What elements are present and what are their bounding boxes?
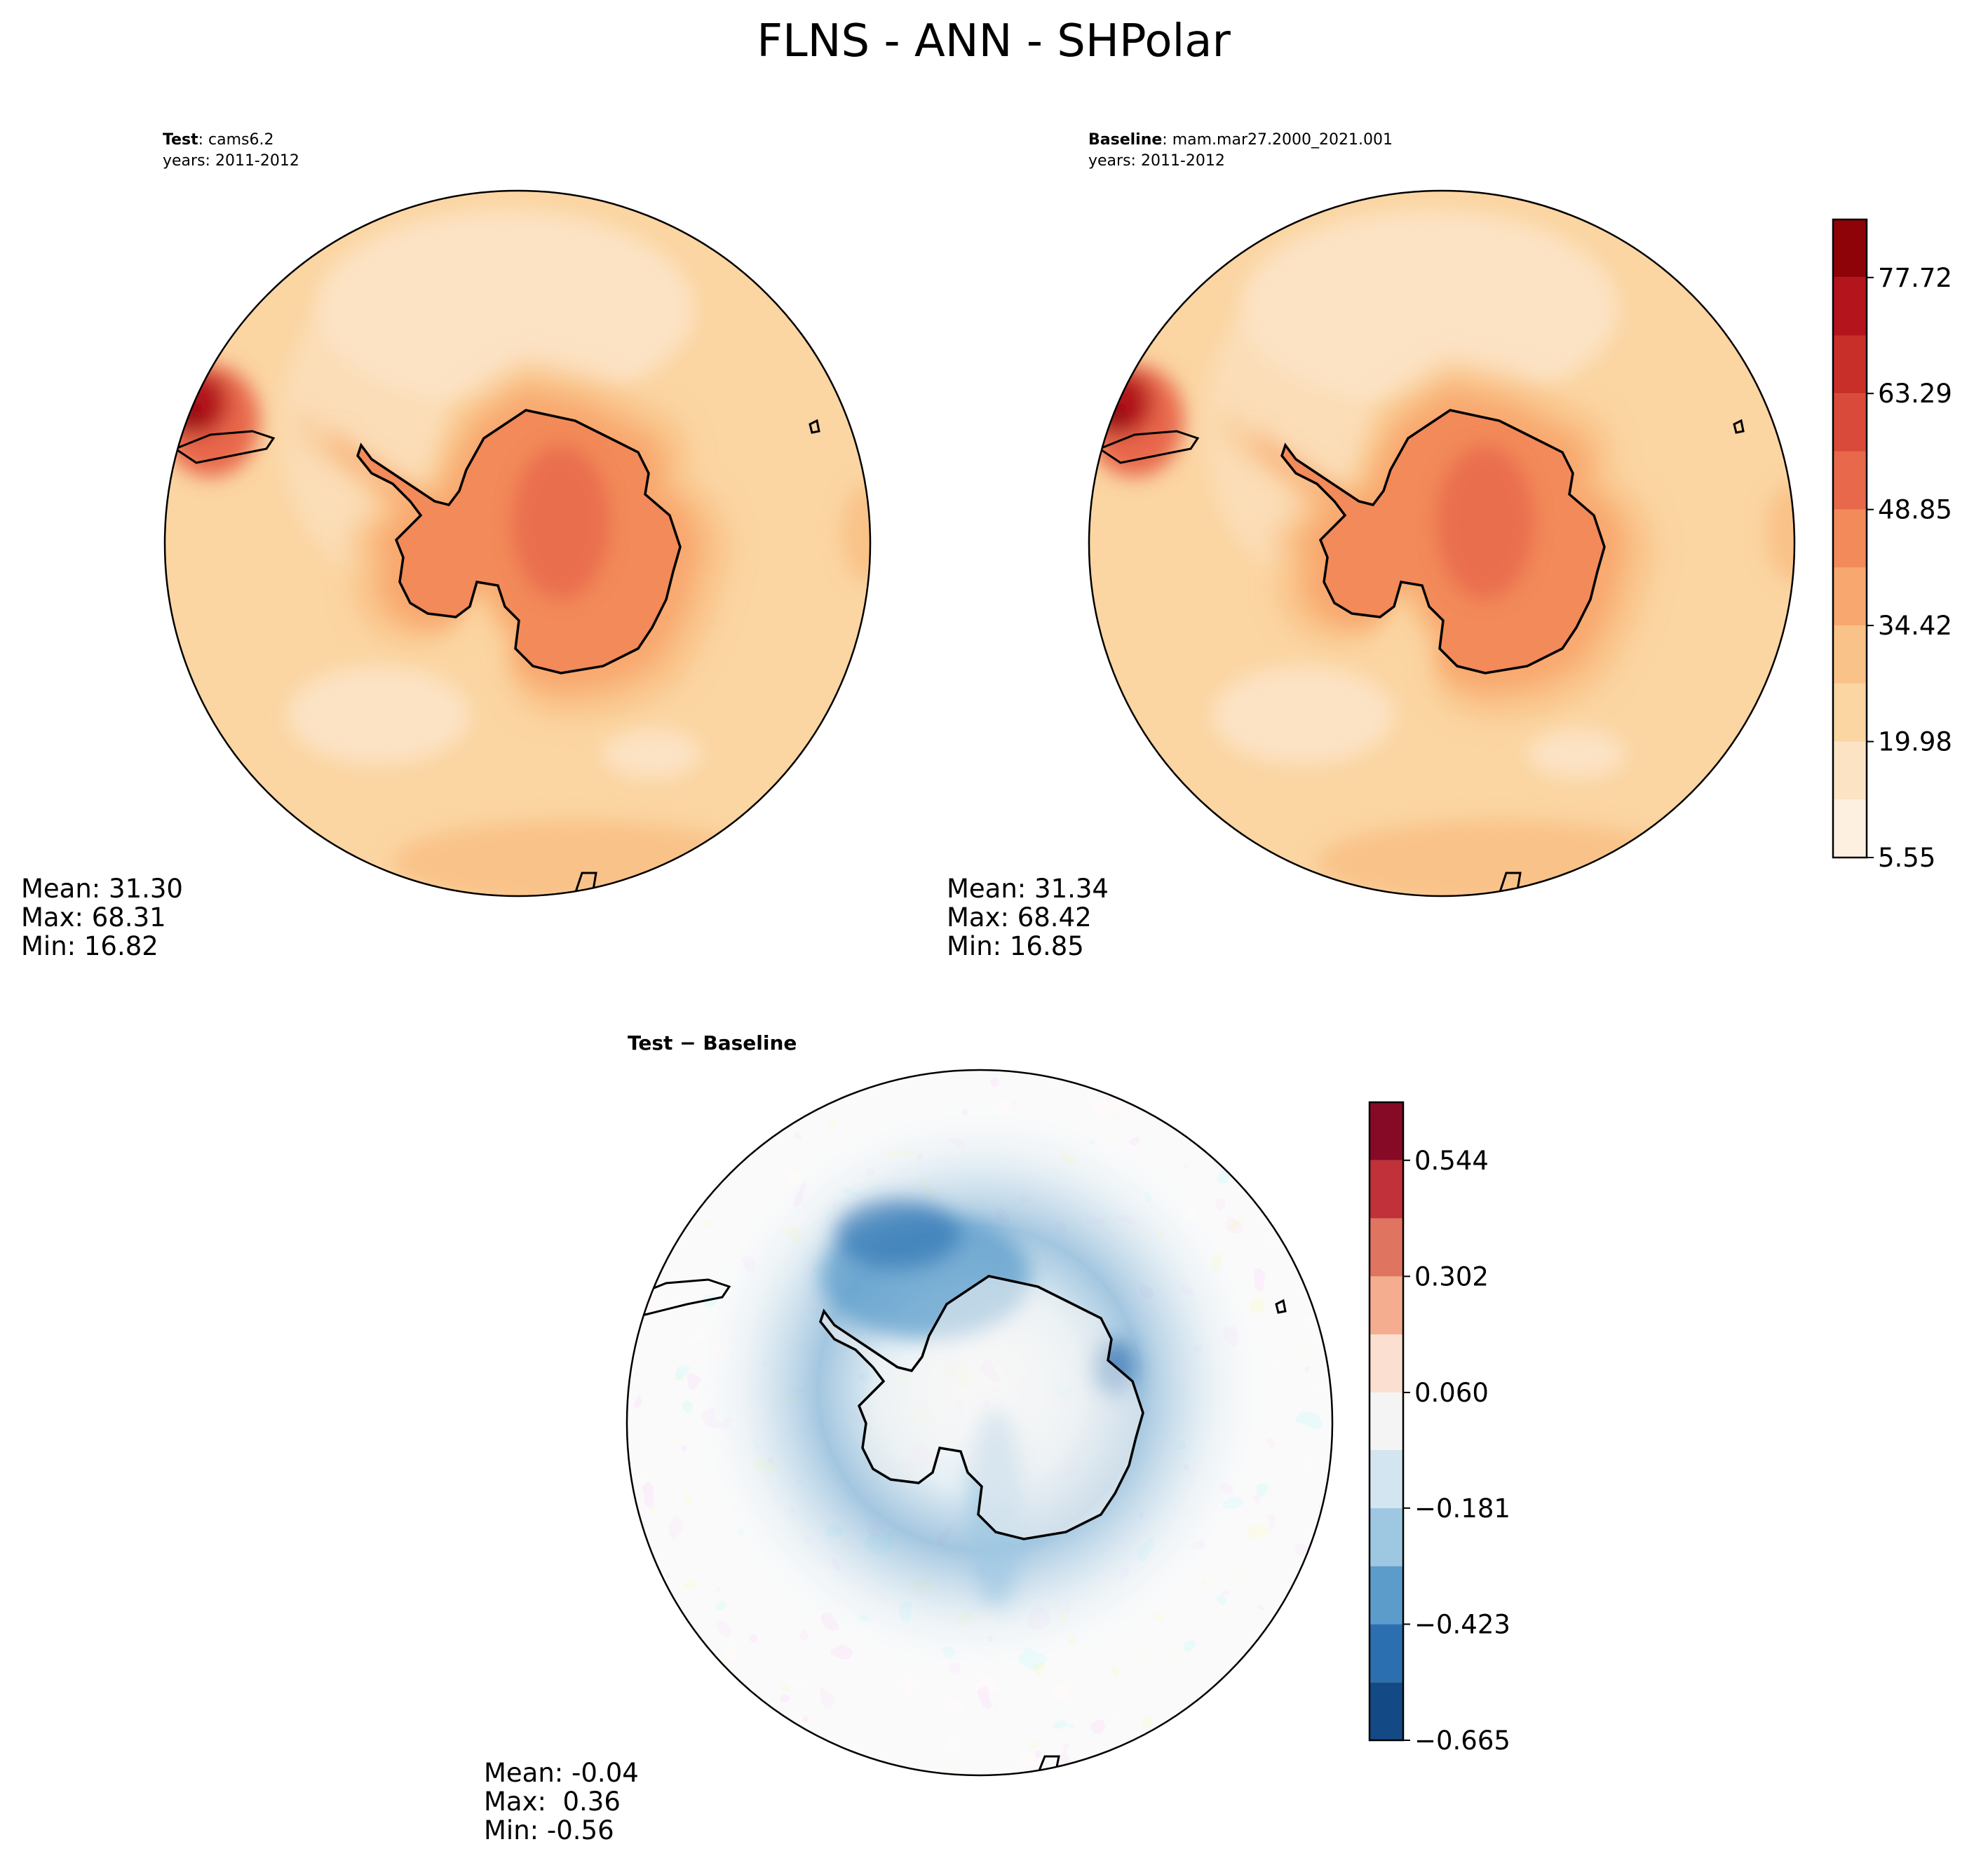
baseline-map bbox=[1089, 191, 1794, 896]
diff-colorbar-swatch bbox=[1370, 1450, 1403, 1508]
diff-panel: Test − Baseline Mean: -0.04 Max: 0.36 Mi… bbox=[484, 1031, 1334, 1845]
test-panel: Test: cams6.2 years: 2011-2012 bbox=[21, 131, 872, 961]
main-colorbar-swatch bbox=[1833, 799, 1867, 858]
baseline-years: years: 2011-2012 bbox=[1088, 152, 1225, 170]
main-colorbar-tick-label: 77.72 bbox=[1878, 263, 1952, 293]
main-colorbar-frame bbox=[1832, 218, 1868, 859]
figure-title: FLNS - ANN - SHPolar bbox=[757, 15, 1231, 67]
diff-colorbar-swatch bbox=[1370, 1334, 1403, 1393]
test-years: years: 2011-2012 bbox=[163, 152, 299, 170]
diff-colorbar-swatch bbox=[1370, 1682, 1403, 1740]
diff-colorbar-tick-label: −0.665 bbox=[1414, 1726, 1510, 1756]
diff-colorbar-swatch bbox=[1370, 1507, 1403, 1566]
main-colorbar-swatch bbox=[1833, 393, 1867, 452]
baseline-label-rest: : mam.mar27.2000_2021.001 bbox=[1162, 131, 1393, 149]
main-colorbar-swatch bbox=[1833, 219, 1867, 278]
diff-colorbar-swatch bbox=[1370, 1160, 1403, 1219]
baseline-map-boundary bbox=[1088, 189, 1796, 897]
main-colorbar: 5.55 19.98 34.42 48.85 63.29 77.72 bbox=[1832, 218, 1952, 873]
test-stat-mean: Mean: 31.30 bbox=[21, 874, 183, 904]
diff-stat-max: Max: 0.36 bbox=[484, 1787, 621, 1817]
diff-panel-label: Test − Baseline bbox=[628, 1031, 797, 1055]
baseline-stat-max: Max: 68.42 bbox=[947, 902, 1092, 933]
main-colorbar-swatch bbox=[1833, 741, 1867, 800]
main-colorbar-swatch bbox=[1833, 277, 1867, 336]
diff-colorbar-swatch bbox=[1370, 1624, 1403, 1683]
diff-stat-min: Min: -0.56 bbox=[484, 1815, 614, 1845]
diff-colorbar-swatch bbox=[1370, 1276, 1403, 1335]
diff-colorbar-swatch bbox=[1370, 1392, 1403, 1451]
main-colorbar-swatch bbox=[1833, 335, 1867, 394]
test-map-boundary bbox=[163, 189, 872, 897]
diff-colorbar-tick-label: 0.544 bbox=[1414, 1146, 1489, 1176]
test-label-bold: Test bbox=[163, 131, 198, 149]
diff-colorbar-tick-label: 0.302 bbox=[1414, 1261, 1489, 1292]
main-colorbar-tick-label: 19.98 bbox=[1878, 727, 1952, 757]
baseline-panel: Baseline: mam.mar27.2000_2021.001 years:… bbox=[947, 131, 1796, 961]
diff-colorbar-swatch bbox=[1370, 1218, 1403, 1277]
baseline-stat-min: Min: 16.85 bbox=[947, 931, 1084, 961]
test-panel-label: Test: cams6.2 bbox=[163, 131, 274, 149]
diff-map bbox=[627, 1070, 1332, 1775]
diff-colorbar-tick-label: −0.423 bbox=[1414, 1609, 1510, 1639]
main-colorbar-tick-label: 63.29 bbox=[1878, 379, 1952, 409]
test-label-rest: : cams6.2 bbox=[198, 131, 274, 149]
main-colorbar-swatch bbox=[1833, 509, 1867, 568]
diff-stat-mean: Mean: -0.04 bbox=[484, 1758, 639, 1788]
main-colorbar-tick-label: 48.85 bbox=[1878, 495, 1952, 525]
diff-colorbar-swatch bbox=[1370, 1102, 1403, 1160]
diff-colorbar-tick-label: −0.181 bbox=[1414, 1493, 1510, 1524]
main-colorbar-swatch bbox=[1833, 567, 1867, 626]
main-colorbar-tick-label: 5.55 bbox=[1878, 843, 1935, 873]
main-colorbar-tick-label: 34.42 bbox=[1878, 611, 1952, 641]
baseline-stat-mean: Mean: 31.34 bbox=[947, 874, 1109, 904]
diff-colorbar-frame bbox=[1368, 1101, 1405, 1742]
baseline-panel-label: Baseline: mam.mar27.2000_2021.001 bbox=[1088, 131, 1393, 149]
main-colorbar-swatch bbox=[1833, 625, 1867, 684]
diff-map-boundary bbox=[626, 1069, 1334, 1777]
main-colorbar-swatch bbox=[1833, 451, 1867, 510]
diff-colorbar: −0.665 −0.423 −0.181 0.060 0.302 0.544 bbox=[1368, 1101, 1510, 1756]
test-stat-max: Max: 68.31 bbox=[21, 902, 166, 933]
test-stat-min: Min: 16.82 bbox=[21, 931, 158, 961]
main-colorbar-swatch bbox=[1833, 683, 1867, 742]
diff-colorbar-swatch bbox=[1370, 1566, 1403, 1625]
diff-colorbar-tick-label: 0.060 bbox=[1414, 1378, 1489, 1408]
baseline-label-bold: Baseline bbox=[1088, 131, 1162, 149]
test-map bbox=[165, 191, 870, 896]
